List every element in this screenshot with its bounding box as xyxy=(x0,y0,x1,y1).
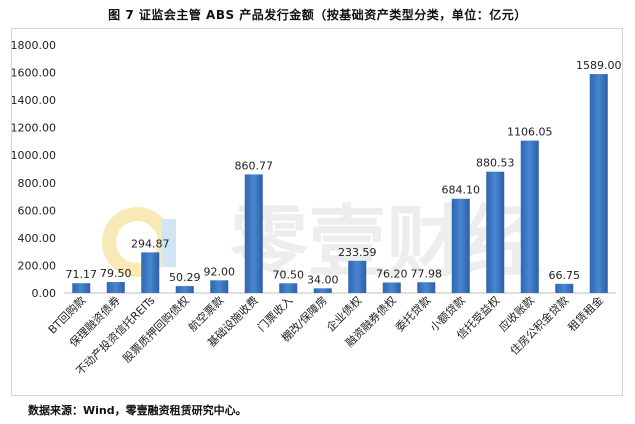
bar-value-label: 684.10 xyxy=(442,184,481,197)
bar-value-label: 76.20 xyxy=(376,268,408,281)
y-axis-ticks: 0.00 200.00 400.00 600.00 800.00 1000.00 1200.… xyxy=(12,39,56,300)
bar-value-label: 50.29 xyxy=(169,271,201,284)
bar xyxy=(555,283,574,293)
y-tick-label: 200.00 xyxy=(18,259,57,272)
chart-title: 图 7 证监会主管 ABS 产品发行金额（按基础资产类型分类，单位：亿元） xyxy=(108,8,527,22)
x-tick-label: 住房公积金贷款 xyxy=(507,293,571,357)
x-axis-ticks: BT回购款保理融资债券不动产投资信托REITs股票质押回购债权航空票款基础设施收… xyxy=(45,293,606,378)
bar-value-label: 79.50 xyxy=(100,267,132,280)
y-tick-label: 400.00 xyxy=(18,232,57,245)
bar-value-label: 294.87 xyxy=(131,237,170,250)
bar xyxy=(382,282,401,293)
bar xyxy=(348,260,367,293)
data-labels: 71.17 79.50 294.87 50.29 92.00 860.77 70.50 34.… xyxy=(66,59,622,286)
bar xyxy=(417,282,436,293)
bar xyxy=(244,174,263,293)
bar xyxy=(520,140,539,293)
bar-value-label: 1106.05 xyxy=(507,126,553,139)
y-tick-label: 1200.00 xyxy=(12,122,56,135)
bar-chart: 零壹财经 0.00200.00400.00600.00800.001000.00… xyxy=(12,39,622,378)
bar xyxy=(72,283,91,293)
bar-value-label: 880.53 xyxy=(476,157,515,170)
bar-value-label: 77.98 xyxy=(411,267,443,280)
bar-value-label: 34.00 xyxy=(307,273,339,286)
y-tick-label: 1800.00 xyxy=(12,39,56,52)
bar xyxy=(175,286,194,293)
chart-frame: 零壹财经 0.00 200.00 400.00 600.00 800.00 1000.00… xyxy=(11,28,623,396)
bar xyxy=(106,282,125,293)
x-tick-label: 委托贷款 xyxy=(392,293,433,334)
y-tick-label: 800.00 xyxy=(18,177,57,190)
source-note: 数据来源：Wind，零壹融资租赁研究中心。 xyxy=(28,404,247,417)
bar-value-label: 70.50 xyxy=(273,268,305,281)
bar-value-label: 66.75 xyxy=(549,269,581,282)
bar xyxy=(313,288,332,293)
y-tick-label: 1600.00 xyxy=(12,67,56,80)
bar-value-label: 1589.00 xyxy=(576,59,622,72)
bar xyxy=(279,283,298,293)
y-tick-label: 1000.00 xyxy=(12,149,56,162)
bar-value-label: 860.77 xyxy=(235,159,274,172)
bar-value-label: 71.17 xyxy=(66,268,98,281)
y-tick-label: 600.00 xyxy=(18,204,57,217)
bar xyxy=(210,280,229,293)
y-tick-label: 1400.00 xyxy=(12,94,56,107)
x-tick-label: 租赁租金 xyxy=(565,293,606,334)
bar-value-label: 92.00 xyxy=(204,265,236,278)
bar xyxy=(589,74,608,293)
bar xyxy=(141,252,160,293)
bar xyxy=(451,198,470,293)
bar xyxy=(486,171,505,293)
bar-value-label: 233.59 xyxy=(338,246,377,259)
bars xyxy=(72,74,608,293)
y-tick-label: 0.00 xyxy=(32,287,57,300)
